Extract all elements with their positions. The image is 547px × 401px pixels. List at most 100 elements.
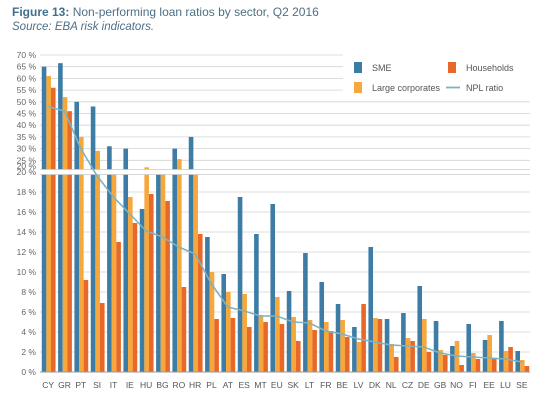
x-tick-label: LU	[500, 380, 511, 390]
y-tick-label: 50 %	[17, 97, 37, 107]
y-tick-label: 40 %	[17, 120, 37, 130]
bar-households-no	[459, 365, 464, 372]
bar-sme-it	[107, 146, 112, 372]
bar-sme-si	[90, 106, 96, 372]
x-tick-label: BE	[336, 380, 348, 390]
bar-large-corporates-eu	[275, 297, 280, 372]
bar-large-corporates-it	[111, 170, 117, 372]
x-tick-label: NL	[386, 380, 397, 390]
npl-point-it	[112, 196, 115, 198]
x-tick-label: SI	[93, 380, 101, 390]
npl-point-gb	[439, 352, 442, 354]
y-tick-label: 25 %	[17, 155, 37, 165]
npl-point-no	[455, 355, 458, 357]
legend-label: Large corporates	[372, 83, 441, 93]
chart-title: Figure 13: Non-performing loan ratios by…	[12, 5, 319, 19]
x-tick-label: MT	[254, 380, 266, 390]
npl-point-se	[520, 361, 523, 363]
bar-households-be	[344, 337, 350, 372]
legend-label: SME	[372, 63, 392, 73]
npl-point-eu	[275, 315, 278, 317]
bar-large-corporates-pl	[209, 272, 215, 372]
y-tick-label: 2 %	[21, 347, 36, 357]
x-tick-label: IT	[110, 380, 118, 390]
bar-sme-cz	[401, 313, 406, 372]
x-tick-label: LT	[305, 380, 314, 390]
npl-point-pt	[79, 147, 82, 150]
bar-sme-ro	[172, 148, 178, 372]
bar-large-corporates-gb	[438, 350, 443, 372]
bar-sme-eu	[270, 204, 276, 372]
y-tick-label: 65 %	[17, 62, 37, 72]
bar-households-bg	[165, 201, 170, 372]
npl-ratio-line	[47, 105, 522, 363]
x-tick-label: EU	[271, 380, 283, 390]
bar-households-lv	[361, 304, 366, 372]
bar-large-corporates-ee	[487, 335, 492, 372]
bar-households-mt	[263, 322, 268, 372]
bar-households-es	[246, 327, 252, 372]
bar-large-corporates-sk	[291, 317, 296, 372]
axis-break-band	[38, 169, 532, 175]
y-tick-label: 60 %	[17, 73, 37, 83]
bar-sme-hu	[139, 209, 145, 372]
y-tick-label: 55 %	[17, 85, 37, 95]
bar-sme-lv	[352, 327, 357, 372]
x-tick-label: HU	[140, 380, 152, 390]
x-tick-label: DK	[369, 380, 381, 390]
npl-point-lt	[308, 322, 311, 324]
npl-point-hr	[194, 253, 197, 255]
x-tick-label: LV	[354, 380, 364, 390]
y-tick-label: 16 %	[17, 207, 37, 217]
x-tick-label: DE	[418, 380, 430, 390]
bar-households-sk	[295, 341, 301, 372]
bar-large-corporates-fi	[471, 353, 476, 372]
y-tick-label: 18 %	[17, 187, 37, 197]
bar-sme-ee	[482, 340, 488, 372]
y-tick-label: 6 %	[21, 307, 36, 317]
axis-break	[38, 169, 532, 175]
bar-sme-pt	[74, 101, 80, 373]
bar-households-pt	[83, 280, 89, 372]
x-tick-label: GR	[58, 380, 71, 390]
bar-large-corporates-lv	[356, 342, 362, 372]
bar-sme-dk	[368, 247, 374, 372]
y-tick-label: 35 %	[17, 132, 37, 142]
x-tick-label: AT	[223, 380, 233, 390]
npl-point-fi	[471, 356, 474, 358]
legend-label: Households	[466, 63, 514, 73]
bar-households-ie	[132, 223, 138, 372]
legend-swatch	[448, 62, 456, 73]
bar-large-corporates-de	[422, 319, 427, 372]
bar-households-si	[99, 303, 105, 372]
legend-swatch	[354, 82, 362, 93]
bar-large-corporates-bg	[160, 169, 166, 372]
x-tick-label: RO	[172, 380, 185, 390]
bar-households-dk	[377, 319, 383, 372]
x-tick-label: BG	[156, 380, 168, 390]
bar-large-corporates-hu	[144, 167, 149, 372]
bar-large-corporates-dk	[373, 318, 378, 372]
npl-point-nl	[390, 344, 393, 346]
x-tick-label: FR	[320, 380, 331, 390]
npl-point-fr	[324, 330, 327, 332]
bar-sme-fr	[319, 282, 325, 372]
bar-households-pl	[214, 319, 219, 372]
bar-households-gr	[67, 111, 72, 372]
figure-label: Figure 13:	[12, 5, 70, 19]
y-tick-label: 70 %	[17, 50, 37, 60]
bar-large-corporates-cy	[46, 76, 51, 372]
npl-point-ee	[488, 357, 491, 359]
y-tick-label: 45 %	[17, 109, 37, 119]
figure-title: Non-performing loan ratios by sector, Q2…	[72, 5, 319, 19]
npl-point-at	[226, 306, 229, 308]
x-tick-label: PL	[206, 380, 217, 390]
x-tick-label: GB	[434, 380, 447, 390]
bar-large-corporates-cz	[405, 338, 411, 372]
bar-households-fr	[328, 331, 334, 372]
npl-point-sk	[292, 321, 295, 323]
y-tick-label: 20 %	[17, 167, 37, 177]
bar-large-corporates-at	[226, 292, 231, 372]
x-tick-label: NO	[450, 380, 463, 390]
